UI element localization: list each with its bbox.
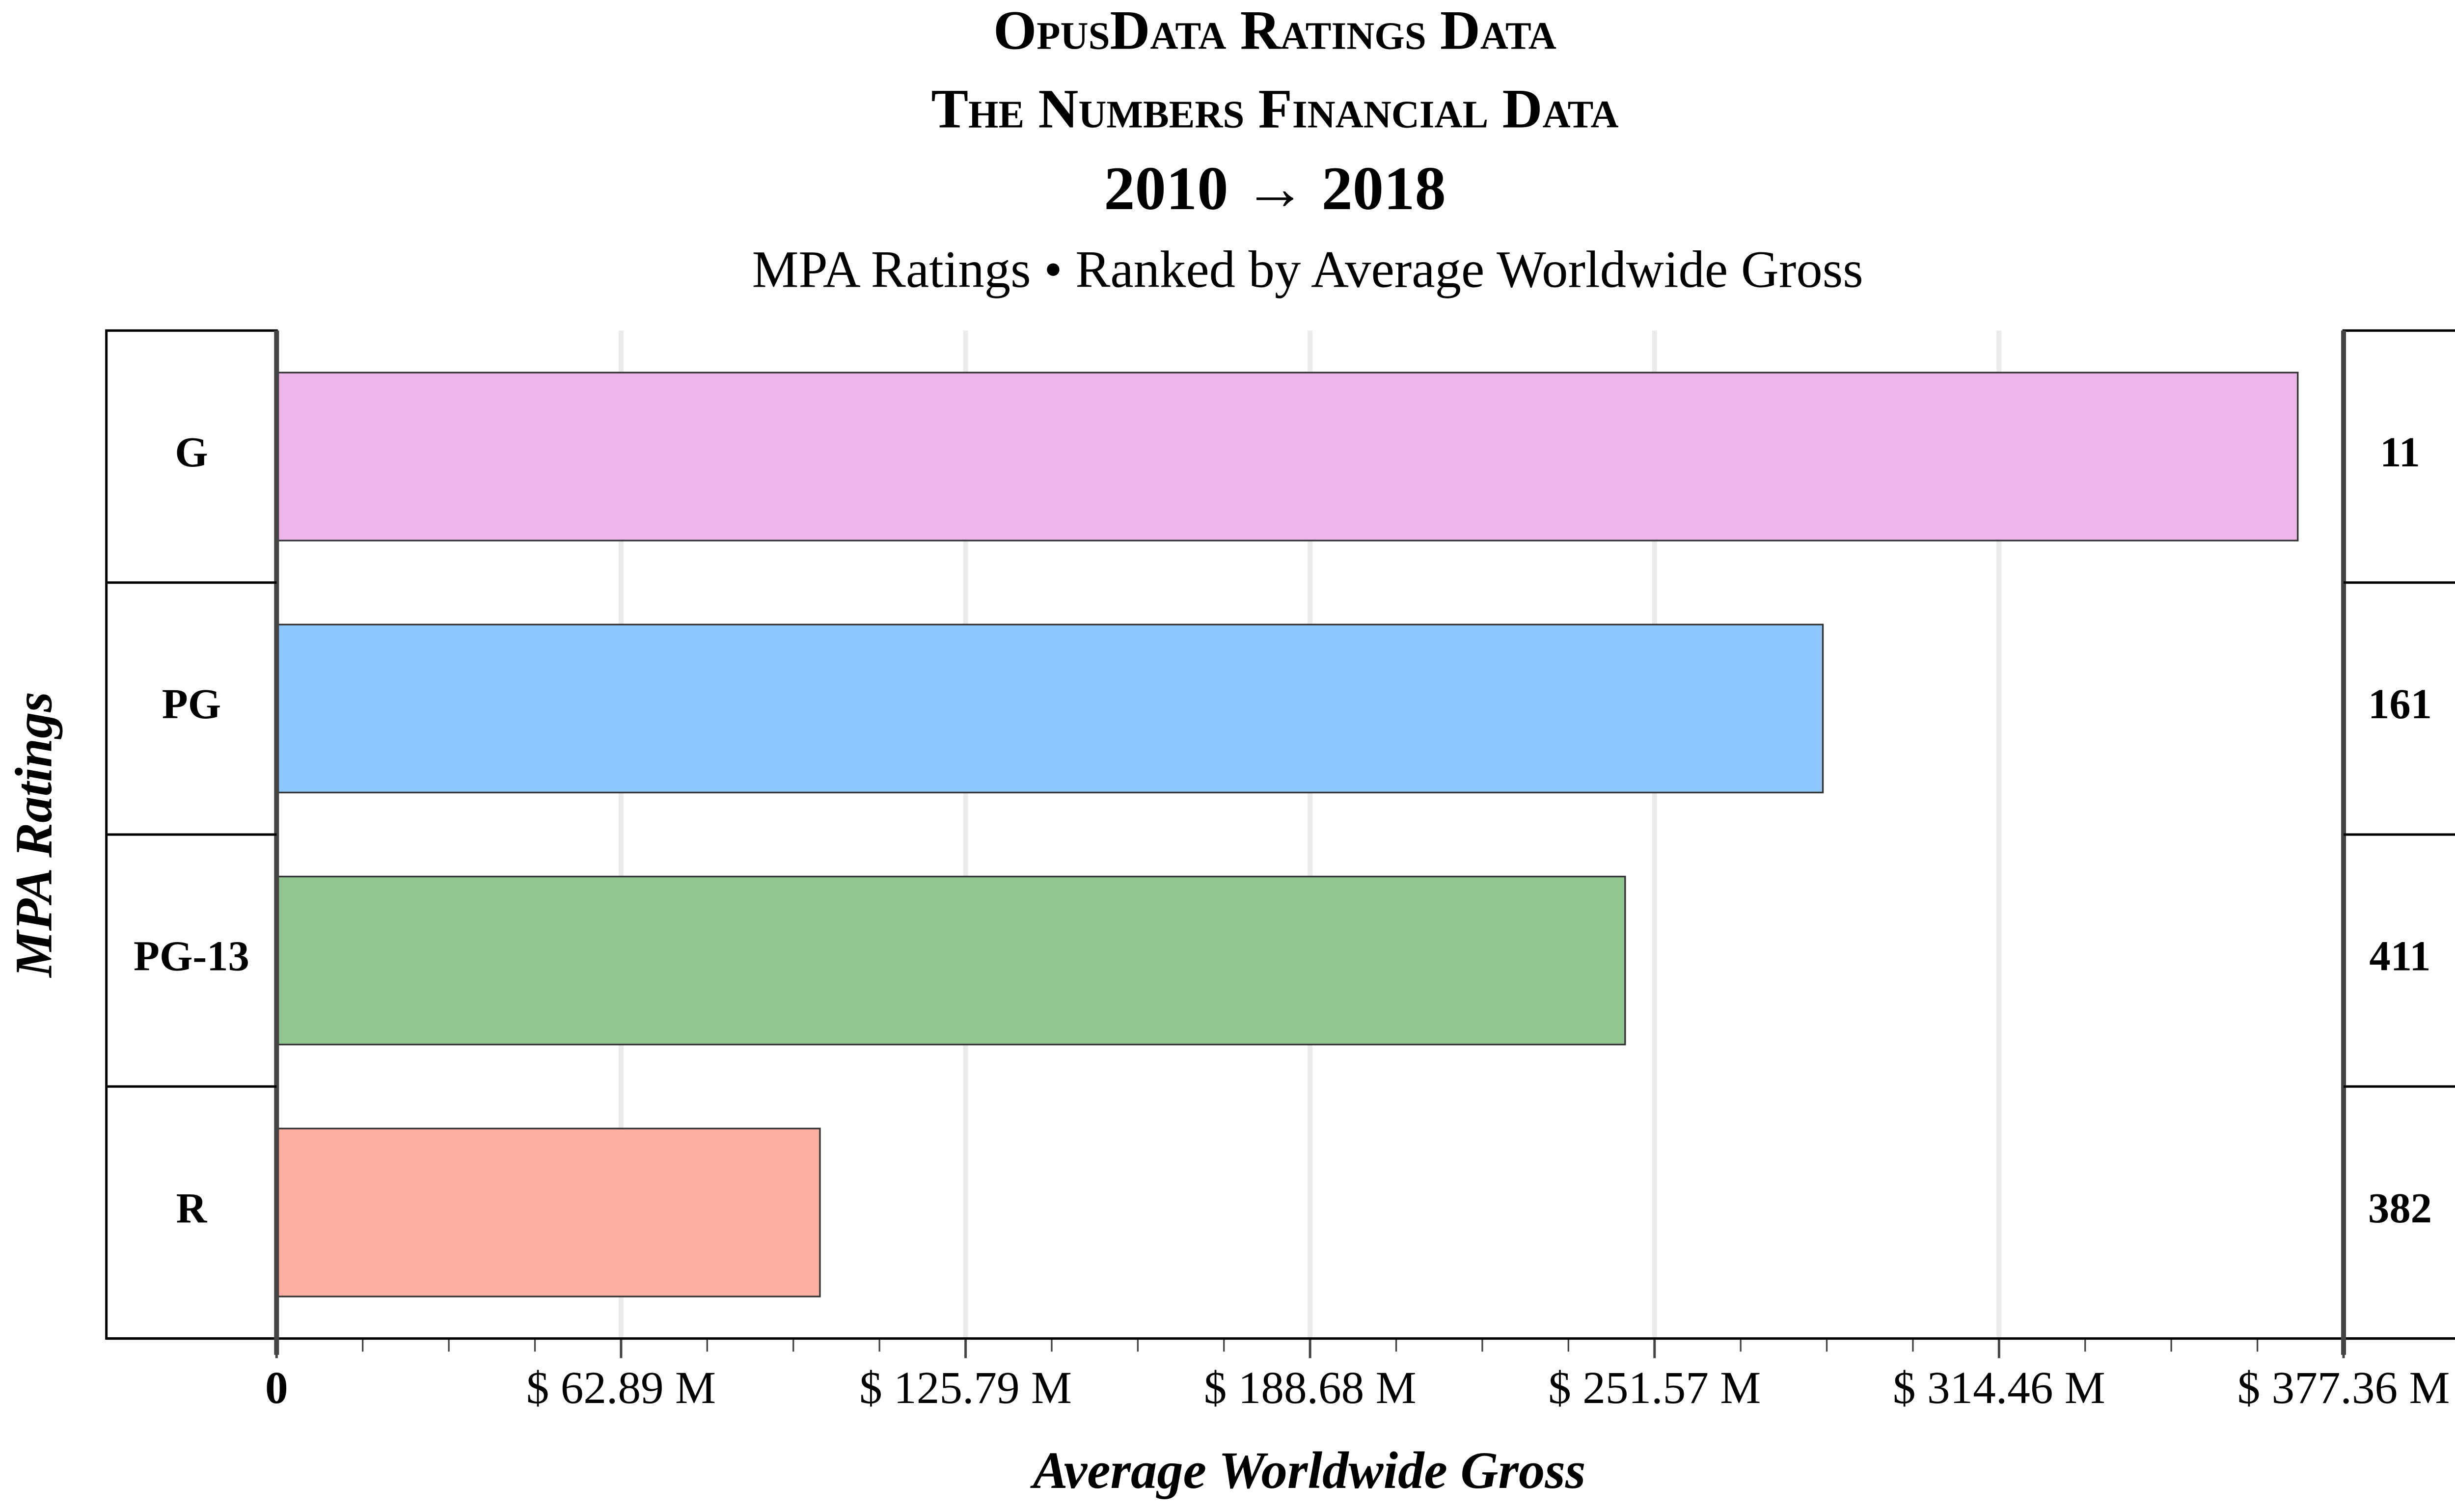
x-axis-label: Average Worldwide Gross [1030,1442,1586,1500]
x-tick-label: 0 [265,1363,288,1413]
x-tick-label: $ 125.79 M [859,1363,1072,1413]
x-tick-label: $ 251.57 M [1548,1363,1761,1413]
x-tick-label: $ 377.36 M [2237,1363,2450,1413]
plot [275,372,2299,1297]
chart-title: The Numbers Financial Data [931,78,1618,139]
film-count: 382 [2368,1185,2432,1232]
y-axis-label: MPA Ratings [5,692,63,978]
x-tick-label: $ 188.68 M [1204,1363,1417,1413]
chart-subtitle: MPA Ratings • Ranked by Average Worldwid… [752,241,1863,299]
category-label: G [175,429,208,476]
bar [275,875,1626,1046]
bar [275,623,1824,794]
bar [275,1128,821,1297]
x-tick-label: $ 314.46 M [1893,1363,2105,1413]
category-label: PG-13 [134,933,249,980]
film-count: 411 [2369,933,2430,980]
category-label: PG [162,680,221,728]
category-label: R [176,1185,208,1232]
film-count: 161 [2368,680,2432,728]
bar [275,372,2299,541]
x-tick-label: $ 62.89 M [526,1363,716,1413]
chart-title: 2010 → 2018 [1104,154,1446,223]
chart-title: OpusData Ratings Data [993,0,1556,61]
film-count: 11 [2380,429,2420,476]
